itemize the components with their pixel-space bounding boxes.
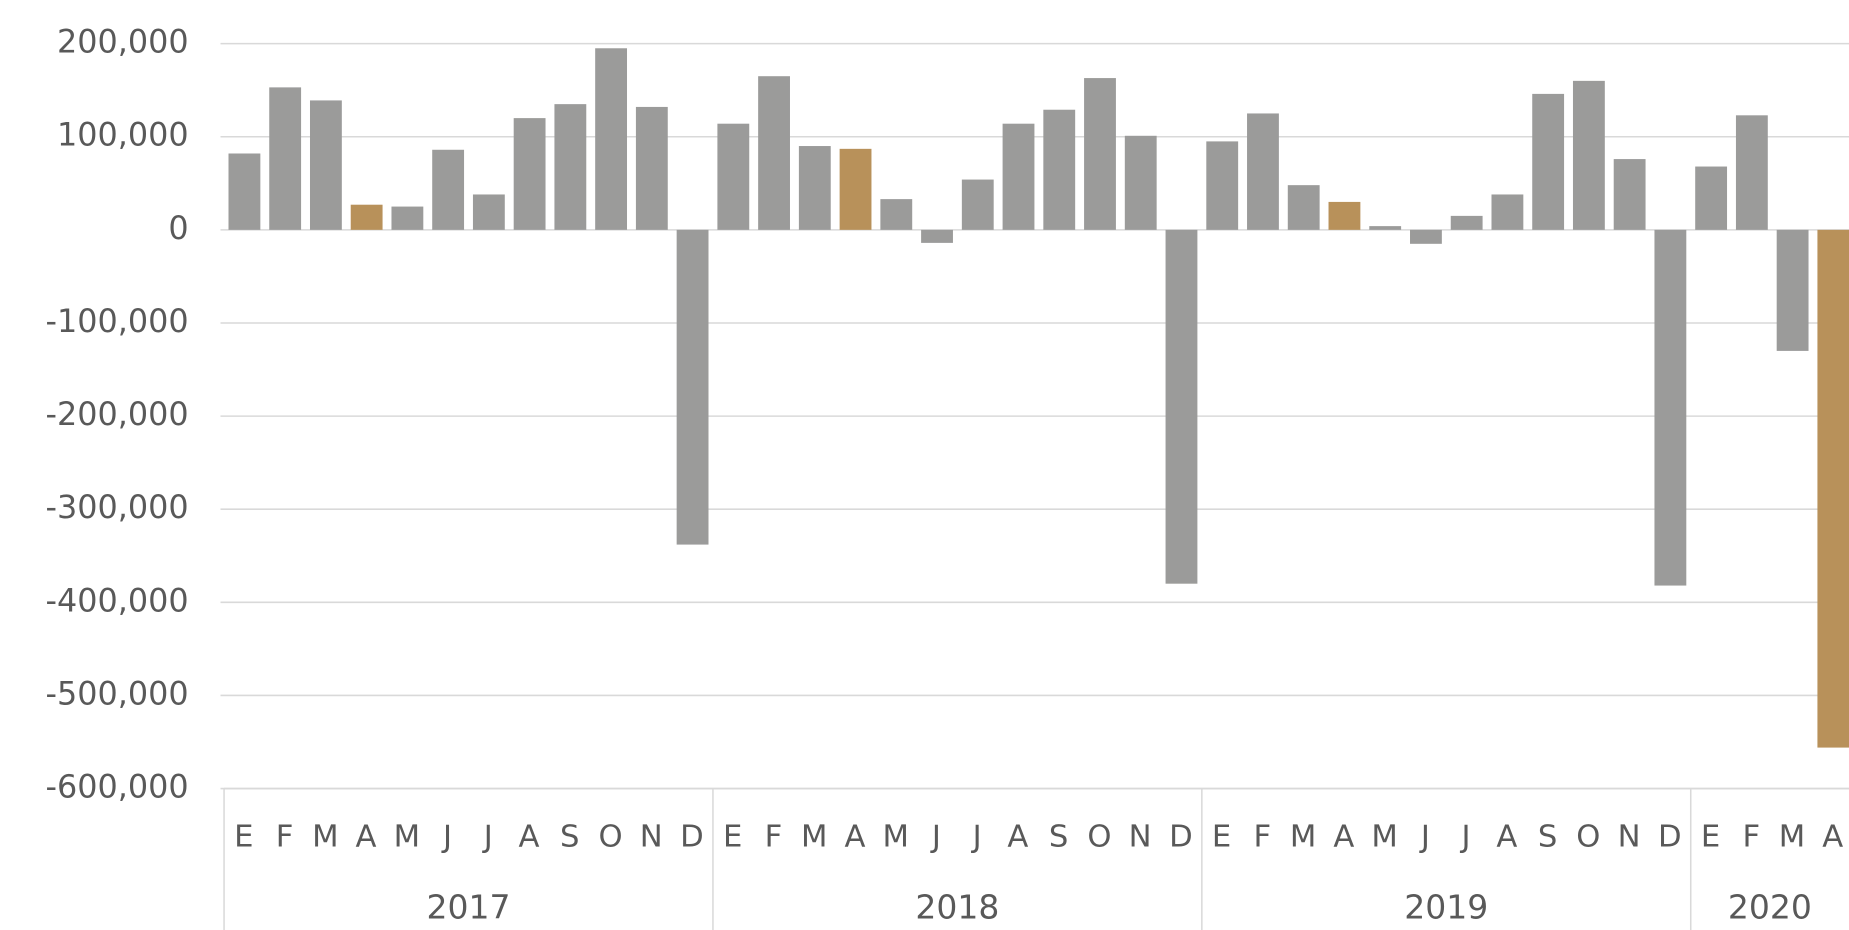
- x-tick-label: F: [1742, 820, 1761, 855]
- y-tick-label: -100,000: [46, 302, 189, 340]
- bar: [758, 76, 790, 230]
- bar: [921, 229, 953, 243]
- bar: [1491, 194, 1524, 230]
- x-tick-label: A: [1333, 820, 1355, 855]
- x-tick-label: E: [234, 820, 255, 855]
- y-tick-label: -200,000: [46, 395, 189, 433]
- bar: [1165, 229, 1198, 584]
- x-tick-label: A: [356, 820, 378, 855]
- bar: [1247, 113, 1279, 230]
- bar: [880, 199, 913, 230]
- bar: [1735, 115, 1768, 230]
- bar: [1206, 141, 1239, 230]
- bar: [1776, 229, 1809, 351]
- bar: [432, 149, 465, 230]
- x-tick-label: D: [1169, 820, 1194, 855]
- bar: [554, 104, 587, 230]
- x-tick-label: A: [1007, 820, 1029, 855]
- bar: [350, 204, 383, 230]
- group-label: 2020: [1728, 887, 1812, 926]
- y-tick-label: 100,000: [57, 116, 189, 154]
- x-tick-label: D: [680, 820, 705, 855]
- bar: [676, 229, 709, 545]
- x-tick-label: N: [640, 820, 664, 855]
- bar: [595, 48, 628, 230]
- y-tick-label: 0: [168, 209, 188, 247]
- x-tick-label: O: [1087, 820, 1112, 855]
- bar: [1084, 78, 1116, 230]
- x-tick-label: D: [1658, 820, 1683, 855]
- bar: [309, 100, 342, 230]
- x-tick-label: J: [1419, 820, 1431, 855]
- x-tick-label: J: [971, 820, 983, 855]
- y-tick-label: 200,000: [57, 23, 189, 61]
- bar: [798, 146, 831, 230]
- x-tick-label: M: [1779, 820, 1807, 855]
- bar: [961, 179, 994, 230]
- bar: [391, 206, 424, 230]
- bar: [1572, 80, 1605, 230]
- bar: [269, 87, 302, 230]
- x-tick-label: E: [723, 820, 744, 855]
- x-tick-label: N: [1129, 820, 1153, 855]
- x-tick-label: M: [394, 820, 422, 855]
- x-tick-label: J: [441, 820, 453, 855]
- bar: [717, 123, 750, 230]
- x-tick-label: A: [1822, 820, 1844, 855]
- bar: [513, 118, 546, 230]
- x-tick-label: M: [801, 820, 829, 855]
- bar: [1369, 226, 1402, 230]
- x-tick-label: A: [1496, 820, 1518, 855]
- y-tick-label: -300,000: [46, 488, 189, 526]
- y-tick-label: -400,000: [46, 581, 189, 619]
- x-tick-label: J: [482, 820, 494, 855]
- bar: [1695, 166, 1728, 230]
- x-tick-label: E: [1212, 820, 1233, 855]
- bar: [472, 194, 505, 230]
- x-tick-label: S: [560, 820, 581, 855]
- x-tick-label: O: [598, 820, 623, 855]
- bar: [1654, 229, 1687, 586]
- x-tick-label: M: [312, 820, 340, 855]
- x-tick-label: E: [1701, 820, 1722, 855]
- bar: [1613, 159, 1646, 230]
- y-tick-label: -600,000: [46, 768, 189, 806]
- bar: [635, 106, 668, 230]
- group-label: 2019: [1404, 887, 1488, 926]
- x-tick-label: S: [1049, 820, 1070, 855]
- group-label: 2017: [426, 887, 510, 926]
- bar: [1817, 229, 1849, 748]
- x-tick-label: N: [1618, 820, 1642, 855]
- bar: [228, 153, 261, 230]
- bar: [1532, 93, 1565, 230]
- x-tick-label: M: [1371, 820, 1399, 855]
- x-tick-label: F: [765, 820, 784, 855]
- x-tick-label: F: [276, 820, 295, 855]
- x-tick-label: F: [1254, 820, 1273, 855]
- bar: [1450, 215, 1483, 230]
- x-tick-label: S: [1538, 820, 1559, 855]
- x-tick-label: J: [930, 820, 942, 855]
- bar: [1410, 229, 1442, 244]
- bar: [1002, 123, 1035, 230]
- bar: [1328, 201, 1361, 230]
- bar: [1287, 185, 1320, 230]
- x-tick-label: A: [519, 820, 541, 855]
- y-tick-label: -500,000: [46, 674, 189, 712]
- bar: [1043, 109, 1076, 230]
- x-tick-label: O: [1576, 820, 1601, 855]
- group-label: 2018: [915, 887, 999, 926]
- x-tick-label: A: [844, 820, 866, 855]
- bar: [1124, 135, 1157, 230]
- x-tick-label: M: [1290, 820, 1318, 855]
- x-tick-label: J: [1460, 820, 1472, 855]
- bar: [839, 148, 872, 230]
- x-tick-label: M: [882, 820, 910, 855]
